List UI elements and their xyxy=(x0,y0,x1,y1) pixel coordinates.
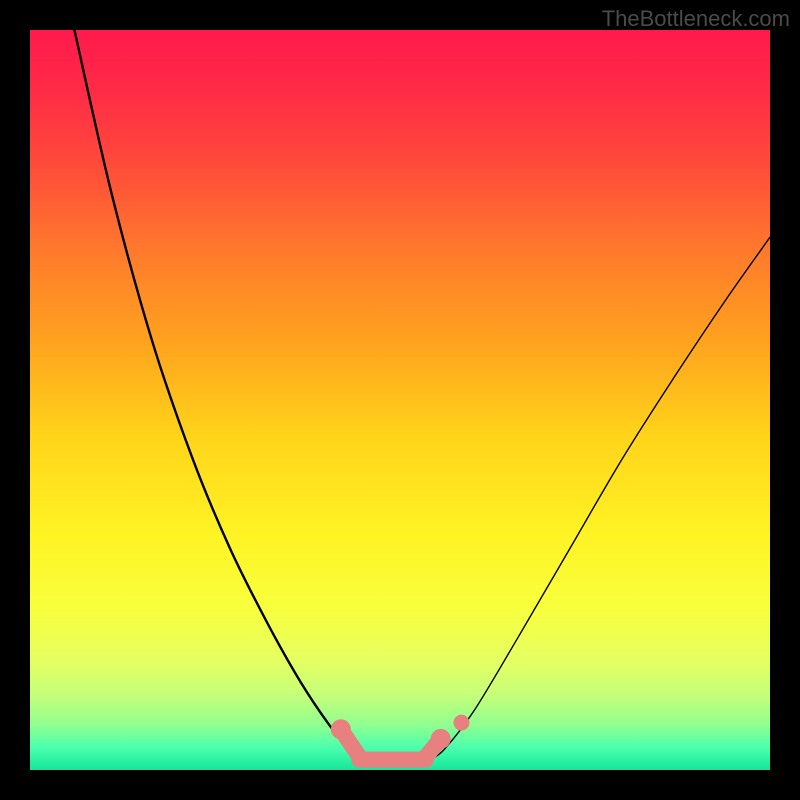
plot-area xyxy=(30,30,770,770)
chart-svg xyxy=(30,30,770,770)
watermark-text: TheBottleneck.com xyxy=(602,6,790,32)
marker-detached-dot xyxy=(453,715,469,731)
marker-right-endcap xyxy=(431,729,451,749)
chart-stage: TheBottleneck.com xyxy=(0,0,800,800)
marker-left-endcap xyxy=(331,719,351,739)
